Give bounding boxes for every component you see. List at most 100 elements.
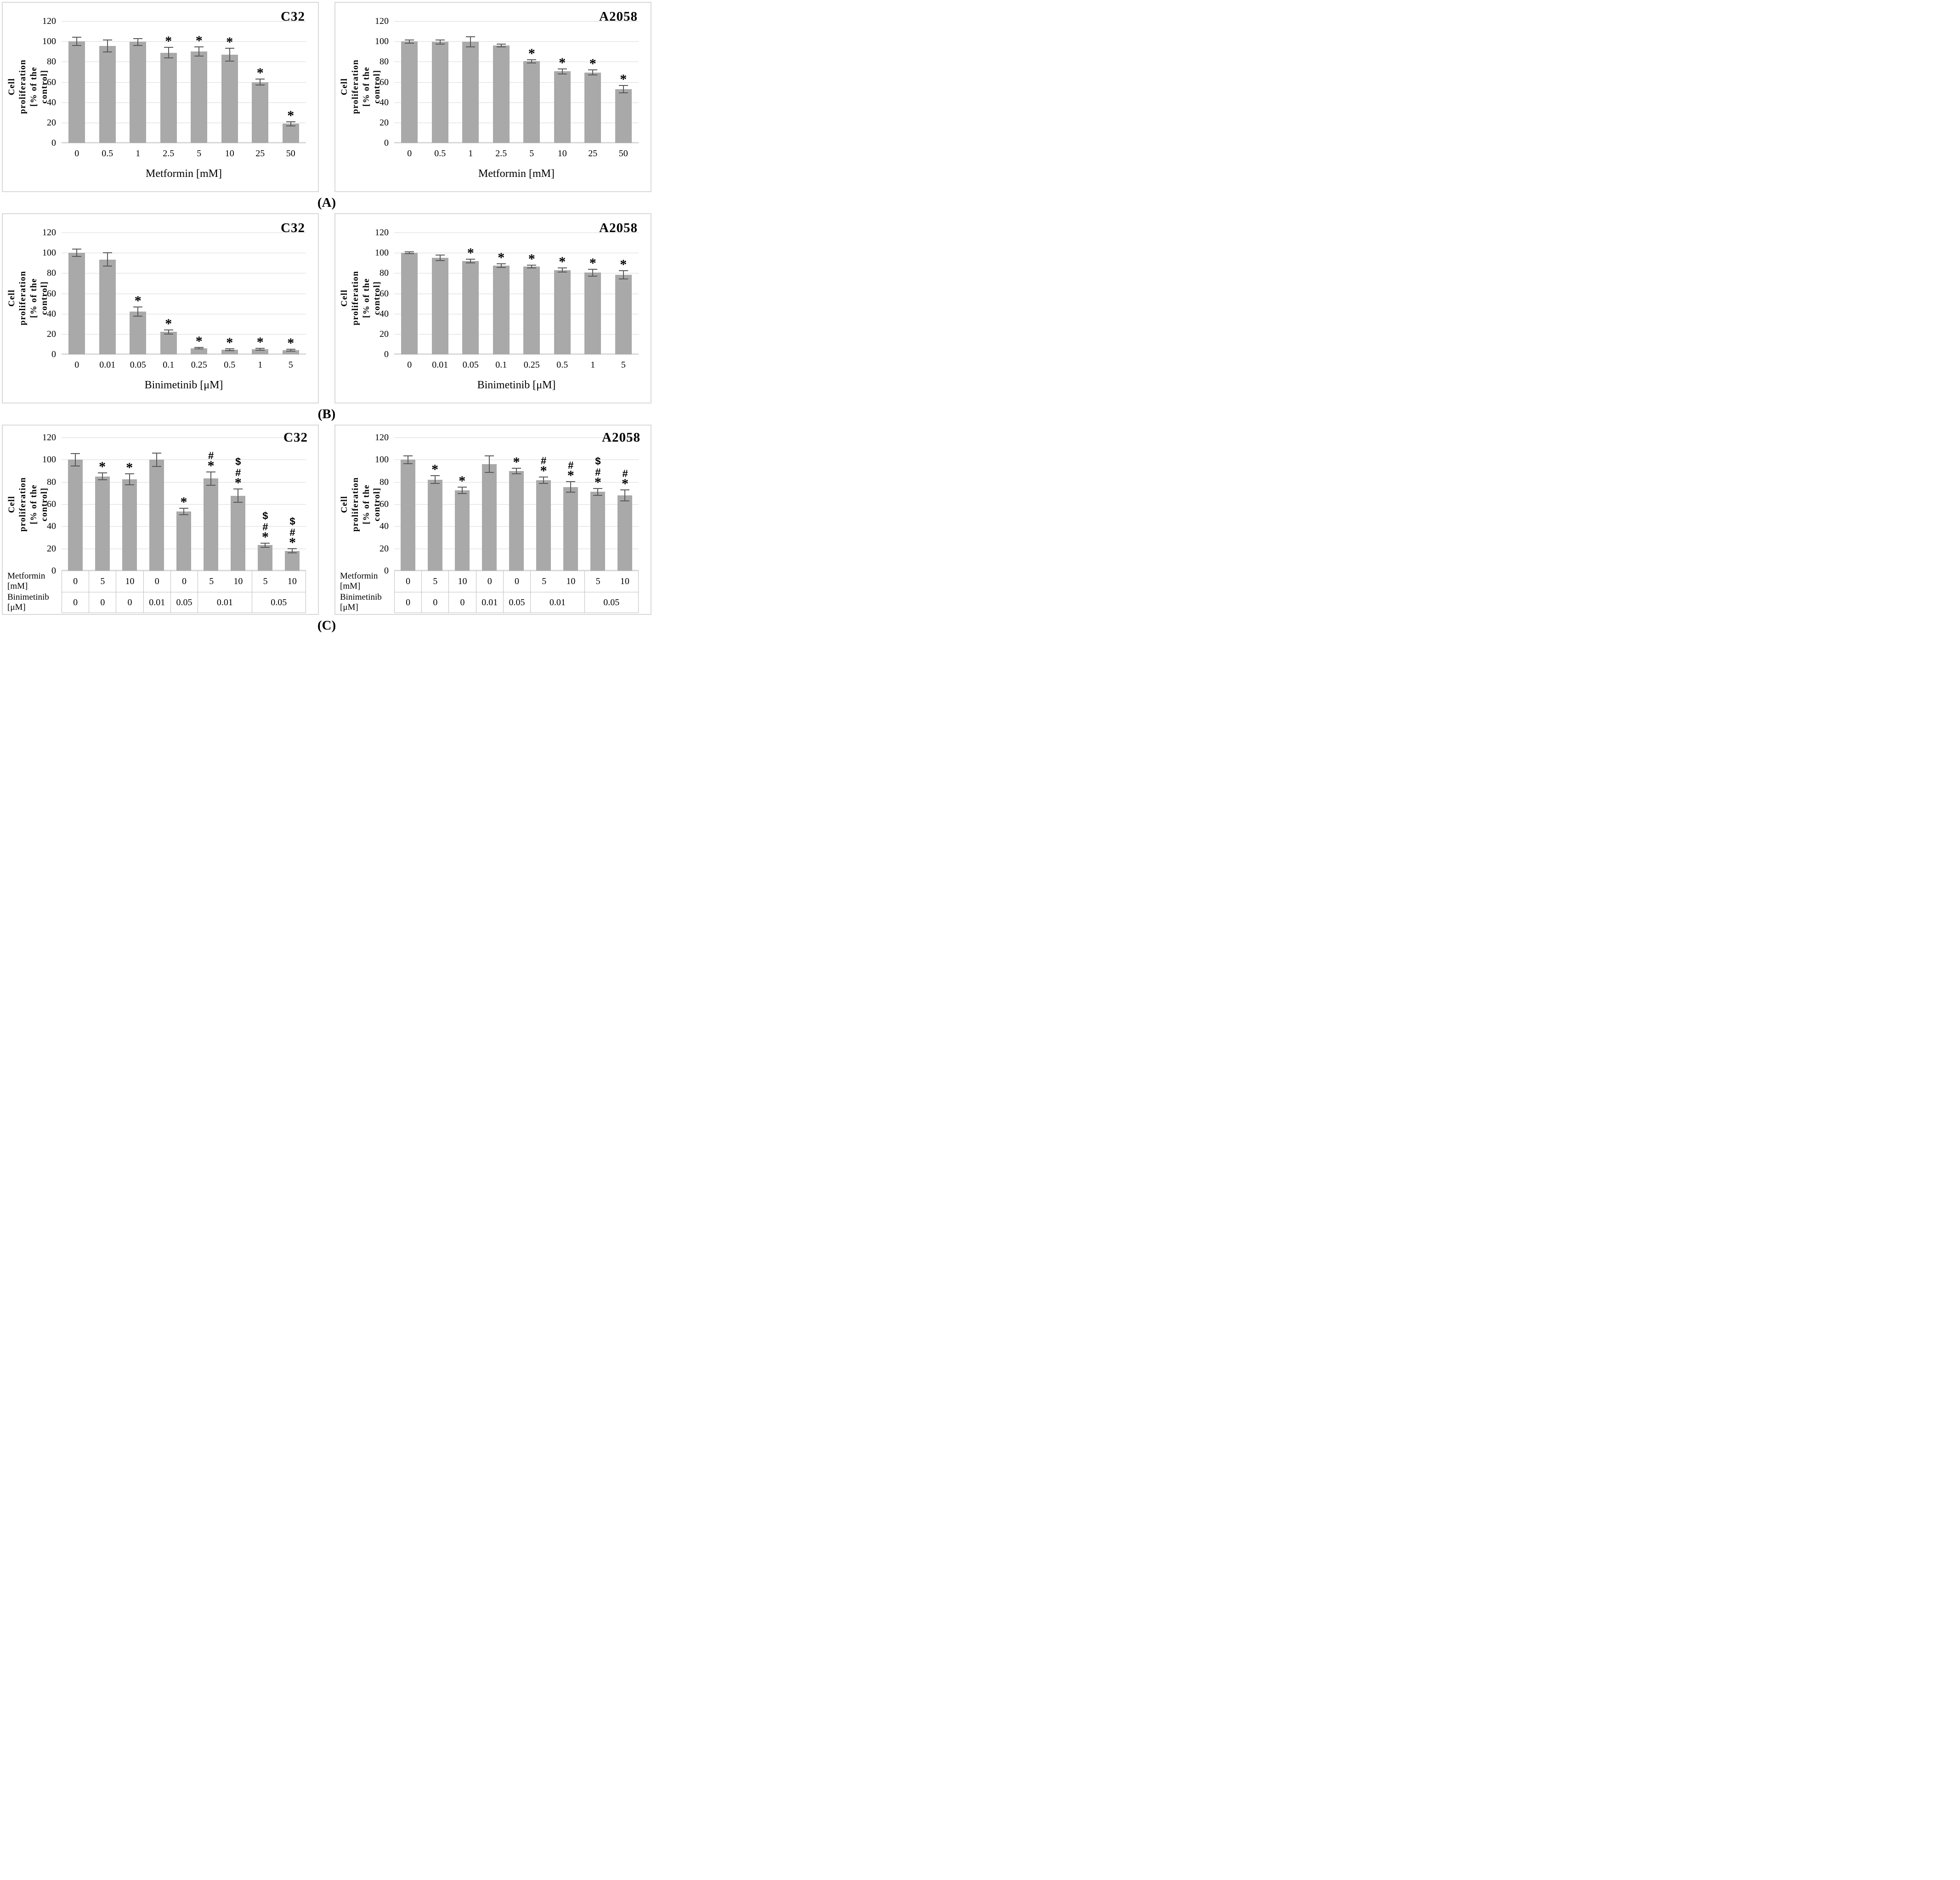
x-tick: 0 [74,360,79,370]
bar [231,495,246,571]
binimetinib-value-cell: 0.05 [251,592,306,613]
bar [523,267,540,354]
bar [130,312,147,354]
error-bar [260,348,261,351]
asterisk-marker: * [287,335,295,351]
asterisk-marker: * [459,473,466,488]
y-tick: 40 [47,521,56,532]
significance-annotation: $ # * [584,456,612,489]
significance-annotation: # * [557,460,584,482]
significance-annotation: * [448,473,476,488]
gridline [62,21,306,22]
error-bar-cap [527,59,537,60]
asterisk-marker: * [287,108,295,123]
y-tick: 0 [384,138,389,148]
asterisk-marker: * [559,254,566,270]
x-tick: 0.5 [556,360,568,370]
significance-annotation: $ # * [252,510,279,544]
error-bar-cap [97,472,107,474]
x-tick: 1 [590,360,595,370]
error-bar-cap [194,46,204,48]
asterisk-marker: * [226,335,233,350]
error-bar-cap [588,74,598,75]
metformin-value-cell: 5 [89,571,116,592]
gridline [394,102,639,103]
error-bar-cap [405,42,414,44]
dollar-marker: $ [235,456,241,468]
hash-marker: # [541,454,547,466]
binimetinib-row: Binimetinib [μM] 0 0 0 0.01 0.05 0.01 0.05 [335,592,639,613]
x-axis-title: Binimetinib [μM] [144,379,223,391]
error-bar-cap [435,255,445,256]
error-bar [290,121,291,126]
bar [462,42,479,143]
error-bar [531,265,532,268]
dollar-marker: $ [262,510,268,522]
y-tick: 0 [51,138,56,148]
error-bar [183,508,184,515]
y-tick: 80 [380,268,389,278]
gridline [62,504,306,505]
metformin-value-cell: 10 [116,571,143,592]
metformin-value-cell: 0 [62,571,89,592]
binimetinib-value-cell: 0.01 [530,592,584,613]
asterisk-marker: * [498,250,505,265]
bar [509,471,524,571]
error-bar-cap [179,507,188,509]
y-tick: 0 [51,349,56,359]
x-tick: 1 [468,148,473,159]
x-tick: 10 [225,148,234,159]
error-bar-cap [102,51,112,53]
x-tick: 0.25 [191,360,207,370]
x-axis-tick-labels: 0 0.5 1 2.5 5 10 25 50 [394,148,639,159]
error-bar [168,330,169,334]
cell-line-label: A2058 [599,221,638,235]
error-bar-cap [225,348,234,349]
error-bar-cap [430,475,440,477]
significance-annotation: * [89,460,116,474]
error-bar-cap [557,272,567,273]
x-tick: 25 [255,148,265,159]
gridline [62,82,306,83]
error-bar-cap [484,455,494,456]
x-tick: 0.05 [130,360,146,370]
metformin-value-cell: 10 [566,576,576,586]
error-bar-cap [133,316,143,317]
error-bar-cap [255,78,265,80]
x-tick: 0.01 [99,360,116,370]
error-bar-cap [527,62,537,63]
metformin-row: Metformin [mM] 0 5 10 0 0 5 10 5 10 [335,571,639,592]
asterisk-marker: * [226,34,233,50]
asterisk-marker: * [180,494,187,510]
significance-annotation: $ # * [279,515,306,549]
dollar-marker: $ [289,515,295,527]
error-bar-cap [72,37,82,38]
significance-annotation: * [608,257,639,271]
bar [191,51,208,143]
error-bar-cap [286,349,295,350]
error-bar-cap [466,46,476,48]
error-bar [624,489,626,501]
x-tick: 50 [618,148,628,159]
y-tick: 100 [375,454,389,465]
bar [191,348,208,354]
significance-annotation: * [503,455,530,469]
error-bar [76,249,78,256]
x-tick: 2.5 [495,148,507,159]
error-bar-cap [255,347,265,349]
y-tick: 100 [375,36,389,47]
asterisk-marker: * [620,72,627,87]
error-bar [570,481,572,493]
error-bar-cap [288,548,297,549]
error-bar-cap [496,263,506,264]
significance-annotation: * [184,335,215,348]
gridline [394,437,639,438]
error-bar-cap [194,348,204,350]
asterisk-marker: * [467,245,474,261]
y-axis-tick-labels: 0 20 40 60 80 100 120 [335,227,389,359]
error-bar-cap [430,483,440,484]
error-bar-cap [125,484,134,485]
